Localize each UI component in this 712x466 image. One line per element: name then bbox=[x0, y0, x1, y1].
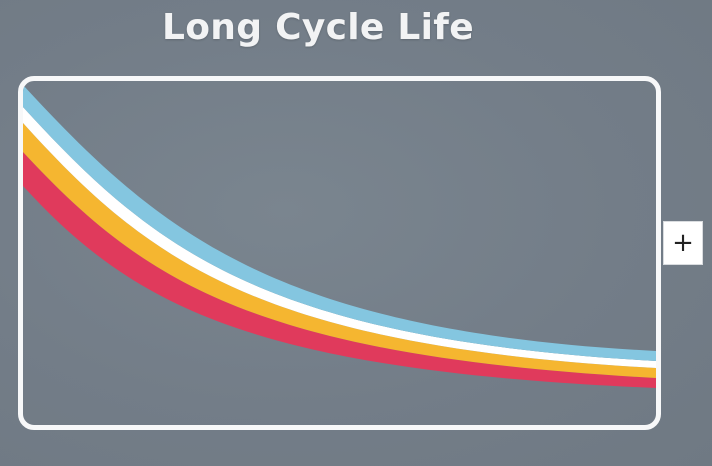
plus-icon: + bbox=[672, 228, 694, 258]
plus-button[interactable]: + bbox=[663, 221, 703, 265]
blue-band bbox=[23, 85, 656, 361]
yellow-band bbox=[23, 123, 656, 378]
page-title: Long Cycle Life bbox=[162, 7, 474, 48]
red-band bbox=[23, 152, 656, 388]
decay-curves bbox=[23, 85, 656, 388]
white-band bbox=[23, 107, 656, 368]
diagram-frame bbox=[18, 76, 661, 430]
